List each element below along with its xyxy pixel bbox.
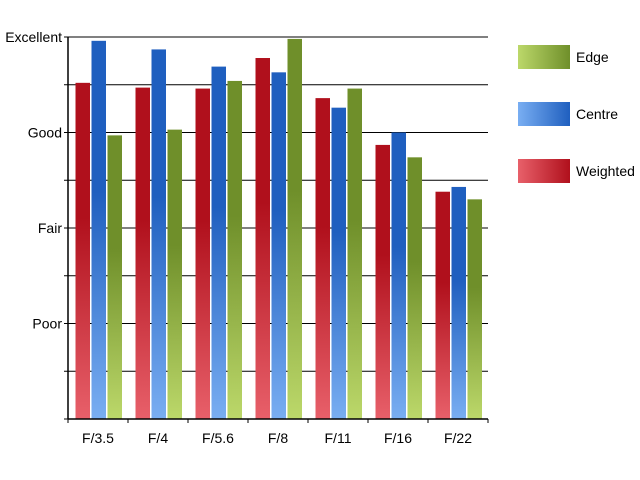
- bar-weighted-f4: [135, 87, 150, 420]
- bar-edge-f4: [167, 129, 182, 419]
- bar-edge-f35: [107, 135, 122, 420]
- axes: [64, 36, 489, 423]
- x-tick-labels: F/3.5 F/4 F/5.6 F/8 F/11 F/16 F/22: [82, 430, 472, 446]
- x-tick-label: F/4: [148, 430, 168, 446]
- x-tick-label: F/11: [325, 430, 352, 446]
- bar-edge-f16: [407, 157, 422, 419]
- legend-swatch-weighted: [518, 159, 570, 183]
- bar-weighted-f11: [315, 98, 330, 420]
- bar-weighted-f35: [75, 82, 90, 419]
- x-tick-label: F/3.5: [82, 430, 114, 446]
- bar-edge-f8: [287, 38, 302, 419]
- bar-centre-f4: [151, 49, 166, 419]
- y-tick-label-fair: Fair: [38, 220, 62, 236]
- bar-weighted-f16: [375, 144, 390, 420]
- legend-label-weighted: Weighted: [576, 163, 635, 179]
- bar-centre-f22: [451, 186, 466, 419]
- bars: [75, 38, 482, 420]
- x-tick-label: F/5.6: [202, 430, 234, 446]
- x-tick-label: F/22: [444, 430, 472, 446]
- legend-swatch-edge: [518, 45, 570, 69]
- y-tick-label-good: Good: [28, 125, 62, 141]
- bar-edge-f56: [227, 80, 242, 420]
- legend: Edge Centre Weighted: [518, 45, 635, 183]
- bar-centre-f11: [331, 107, 346, 420]
- bar-centre-f35: [91, 40, 106, 419]
- bar-centre-f8: [271, 72, 286, 420]
- bar-centre-f16: [391, 132, 406, 419]
- bar-weighted-f56: [195, 88, 210, 419]
- bar-edge-f22: [467, 199, 482, 419]
- bar-weighted-f22: [435, 191, 450, 419]
- legend-swatch-centre: [518, 102, 570, 126]
- x-tick-label: F/8: [268, 430, 288, 446]
- legend-label-centre: Centre: [576, 106, 618, 122]
- bar-edge-f11: [347, 88, 362, 419]
- legend-label-edge: Edge: [576, 49, 609, 65]
- x-tick-label: F/16: [384, 430, 412, 446]
- y-tick-label-poor: Poor: [32, 316, 62, 332]
- y-tick-labels: Poor Fair Good Excellent: [5, 29, 62, 332]
- bar-weighted-f8: [255, 58, 270, 419]
- y-tick-label-excellent: Excellent: [5, 29, 62, 45]
- bar-centre-f56: [211, 66, 226, 419]
